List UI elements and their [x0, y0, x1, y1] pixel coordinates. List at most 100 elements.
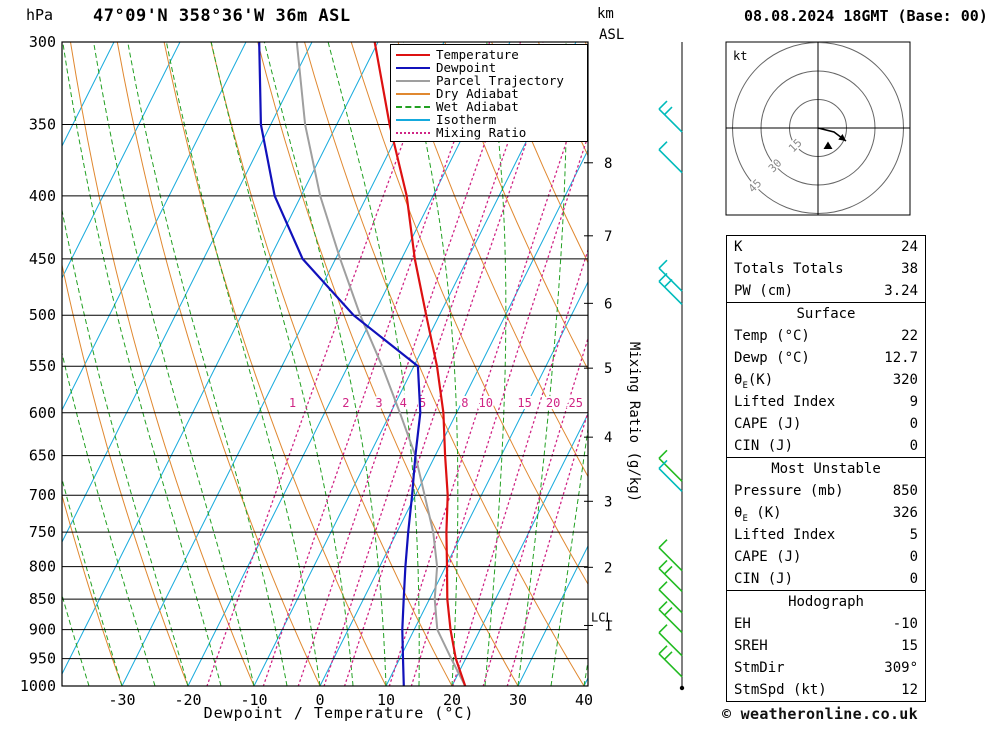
mixing-ratio-label: 3 — [375, 396, 382, 410]
row-value: -10 — [892, 616, 918, 632]
row-label: Temp (°C) — [734, 328, 810, 344]
wind-barb — [658, 559, 683, 593]
legend-label: Isotherm — [436, 112, 497, 127]
row-label: StmSpd (kt) — [734, 682, 827, 698]
chart-element — [116, 42, 321, 686]
hodograph-unit-label: kt — [733, 49, 747, 63]
chart-element — [658, 459, 668, 469]
pressure-tick-label: 900 — [29, 621, 56, 639]
temperature-curve — [373, 42, 467, 686]
chart-element — [210, 42, 354, 686]
pressure-tick-label: 800 — [29, 558, 56, 576]
km-tick-label: 8 — [604, 156, 612, 172]
chart-element — [297, 42, 522, 686]
wind-barb — [658, 459, 683, 492]
pressure-tick-label: 750 — [29, 523, 56, 541]
row-label: PW (cm) — [734, 283, 794, 299]
row-value: 15 — [901, 638, 918, 654]
chart-element — [385, 280, 588, 686]
x-axis-title: Dewpoint / Temperature (°C) — [203, 704, 475, 722]
pressure-tick-label: 950 — [29, 650, 56, 668]
row-label: K — [734, 239, 743, 255]
legend-line-sample — [396, 66, 430, 69]
row-value: 38 — [901, 261, 918, 277]
chart-element — [658, 653, 683, 678]
chart-element — [663, 278, 673, 288]
row-value: 0 — [909, 416, 918, 432]
legend-label: Dewpoint — [436, 60, 497, 75]
pressure-axis-unit: hPa — [26, 6, 54, 24]
chart-element — [658, 100, 668, 110]
table-row: CIN (J) 0 — [727, 435, 925, 457]
legend-line-sample — [396, 92, 430, 95]
table-row: SREH 15 — [727, 635, 925, 657]
temp-tick-label: -20 — [174, 691, 201, 709]
row-label: CAPE (J) — [734, 416, 802, 432]
table-row: Lifted Index 5 — [727, 524, 925, 546]
row-label: θE(K) — [734, 372, 774, 391]
legend-line-sample — [396, 53, 430, 56]
row-label: CAPE (J) — [734, 549, 802, 565]
table-section: Surface Temp (°C) 22 Dewp (°C) 12.7 θE(K) 320 L… — [726, 302, 926, 458]
row-value: 309° — [884, 660, 918, 676]
chart-element — [663, 607, 673, 616]
legend-label: Wet Adiabat — [436, 99, 519, 114]
temp-tick-label: 40 — [575, 691, 593, 709]
chart-element — [484, 42, 507, 686]
chart-element — [263, 42, 387, 686]
chart-element — [658, 141, 668, 151]
pressure-tick-label: 300 — [29, 33, 56, 51]
legend-line-sample — [396, 105, 430, 108]
table-row: Dewp (°C) 12.7 — [727, 347, 925, 369]
mixing-ratio-axis-title: Mixing Ratio (g/kg) — [626, 342, 642, 502]
chart-element — [663, 565, 673, 575]
height-axis-asl: ASL — [599, 27, 625, 43]
chart-element — [658, 609, 683, 634]
row-value: 3.24 — [884, 283, 918, 299]
pressure-tick-label: 550 — [29, 357, 56, 375]
mixing-ratio-label: 4 — [400, 396, 407, 410]
row-label: EH — [734, 616, 751, 632]
legend-line-sample — [396, 118, 430, 121]
chart-element — [658, 259, 668, 269]
legend-line-sample — [396, 79, 430, 82]
row-value: 22 — [901, 328, 918, 344]
mixing-ratio-label: 8 — [461, 396, 468, 410]
row-value: 850 — [892, 483, 918, 499]
chart-element — [62, 207, 189, 686]
chart-legend: Temperature Dewpoint Parcel Trajectory Dry … — [390, 44, 588, 142]
storm-motion-marker — [823, 141, 833, 149]
chart-element — [319, 148, 588, 686]
chart-element — [62, 42, 379, 676]
wind-barb — [658, 645, 683, 678]
chart-element — [70, 42, 255, 686]
table-section: Hodograph EH -10 SREH 15 StmDir 309° StmSpd (kt… — [726, 590, 926, 702]
run-datetime: 08.08.2024 18GMT (Base: 00) — [744, 7, 988, 25]
chart-element — [663, 651, 673, 660]
copyright-link[interactable]: © weatheronline.co.uk — [722, 705, 918, 723]
row-label: Dewp (°C) — [734, 350, 810, 366]
legend-item: Isotherm — [391, 113, 587, 126]
chart-element — [323, 42, 544, 686]
mixing-ratio-label: 10 — [478, 396, 492, 410]
table-row: CIN (J) 0 — [727, 568, 925, 590]
chart-element — [658, 267, 683, 292]
height-axis-unit: km — [597, 6, 614, 22]
pressure-tick-label: 850 — [29, 590, 56, 608]
chart-element — [62, 42, 115, 148]
plot-border — [61, 41, 589, 687]
table-section-header: Most Unstable — [771, 461, 881, 477]
row-label: Lifted Index — [734, 394, 836, 410]
table-row: CAPE (J) 0 — [727, 413, 925, 435]
legend-label: Mixing Ratio — [436, 125, 527, 140]
chart-element — [658, 467, 683, 492]
chart-element — [658, 632, 683, 657]
km-tick-label: 4 — [604, 430, 612, 446]
chart-element — [663, 106, 673, 116]
chart-element — [658, 601, 668, 611]
chart-element — [187, 42, 511, 686]
chart-element — [165, 42, 321, 686]
chart-element — [517, 544, 588, 686]
table-row: StmSpd (kt) 12 — [727, 679, 925, 701]
